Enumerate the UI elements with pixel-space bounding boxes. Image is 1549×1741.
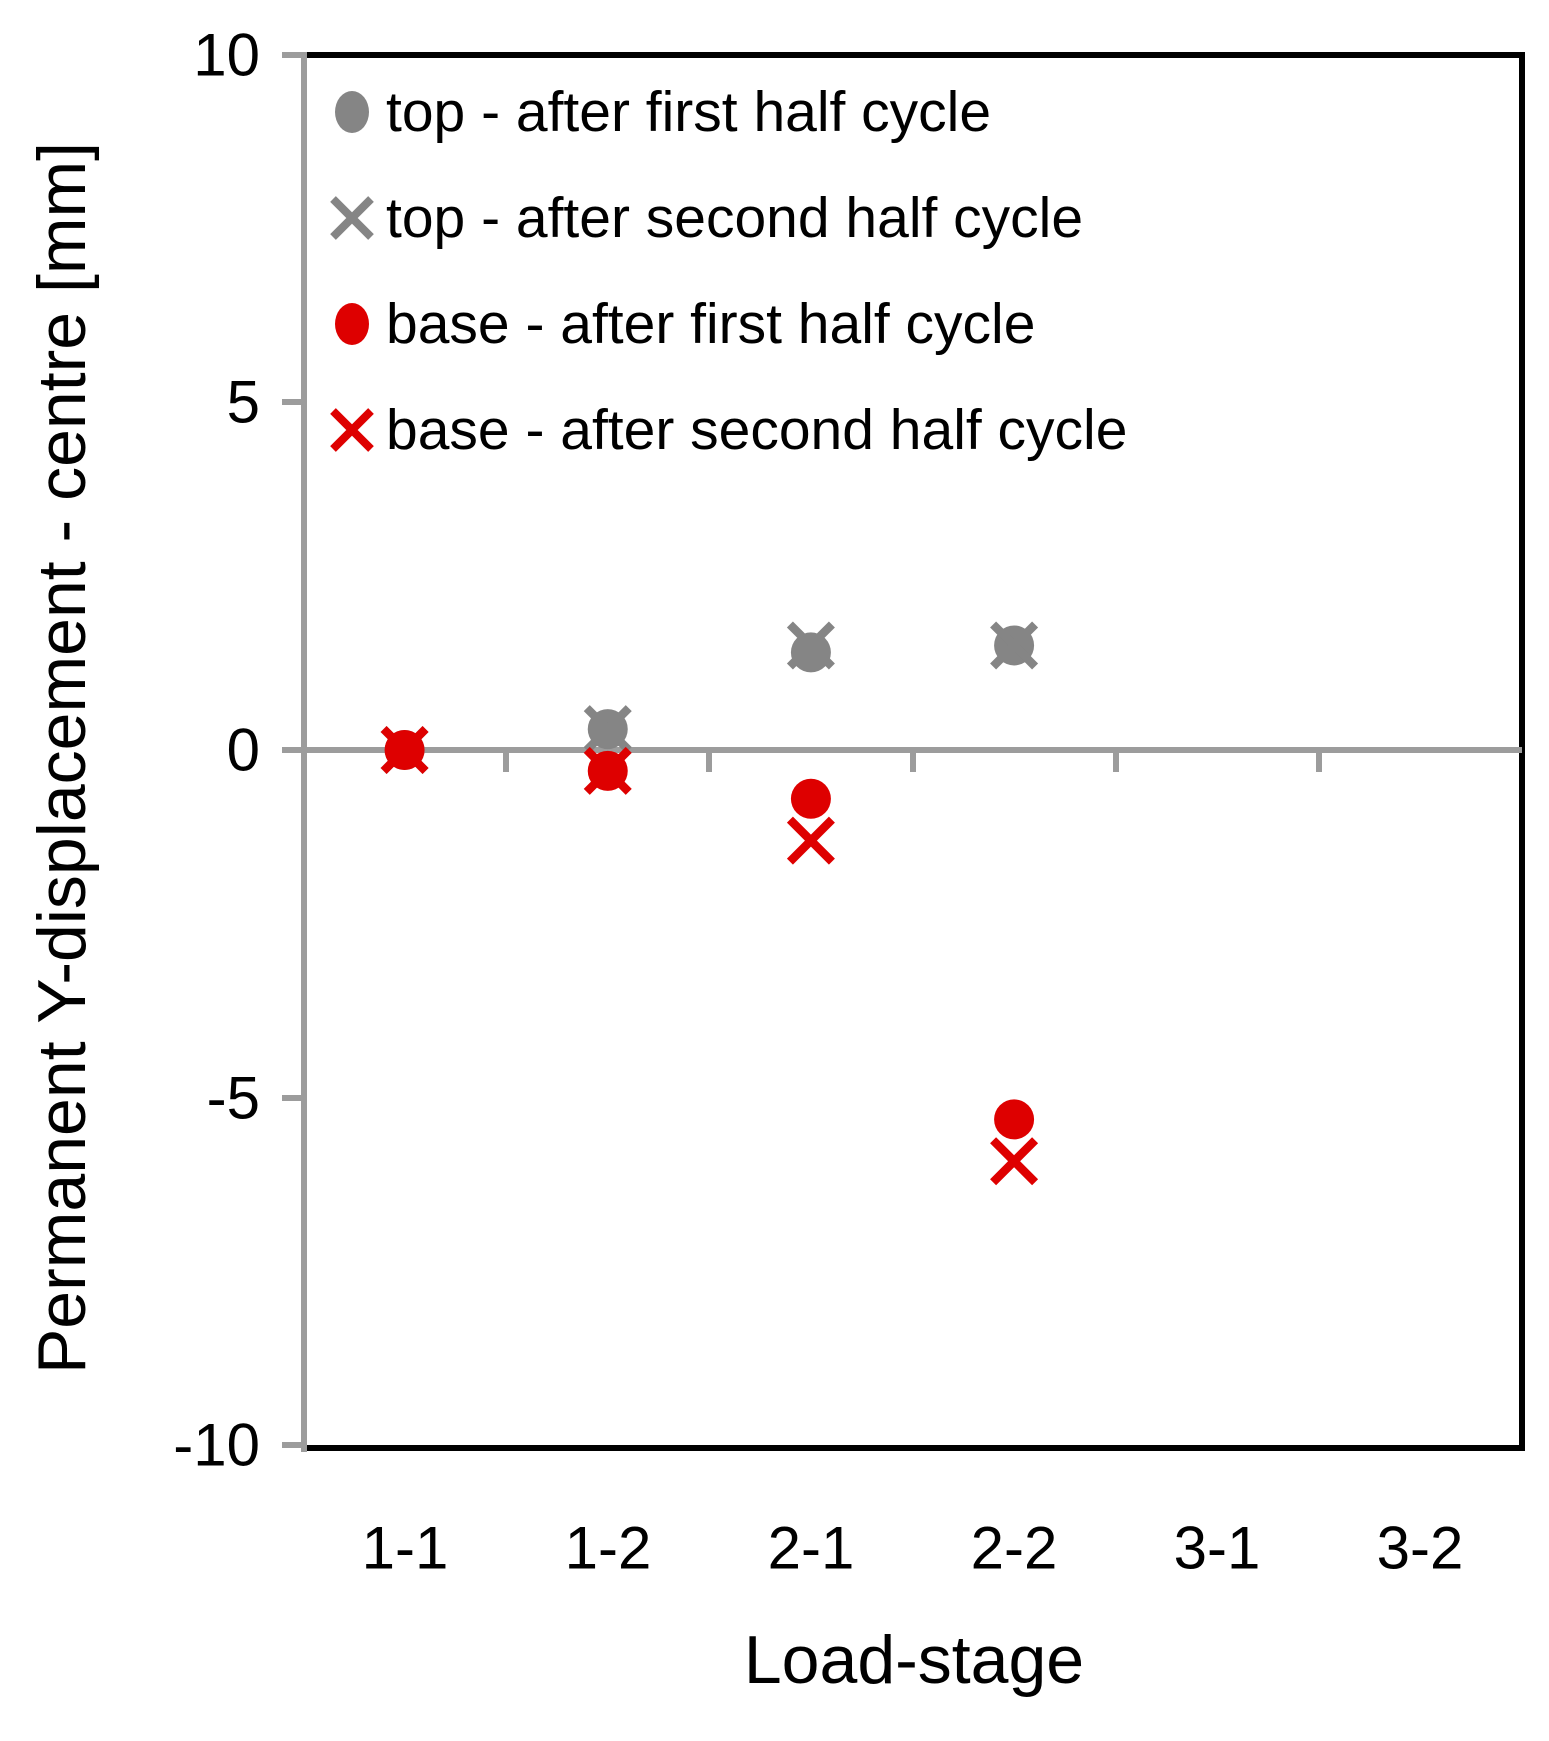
legend-x-marker-3 — [330, 408, 374, 452]
legend-label-base-first: base - after first half cycle — [386, 292, 1035, 356]
x-cat-label-3-2: 3-2 — [1377, 1515, 1464, 1582]
x-cat-label-1-2: 1-2 — [565, 1515, 652, 1582]
circle-marker-series2-2-1 — [790, 778, 831, 819]
y-tick-label-neg10: -10 — [173, 1412, 260, 1479]
legend-circle-marker-0 — [335, 91, 369, 133]
y-axis-title: Permanent Y-displacement - centre [mm] — [24, 142, 100, 1374]
y-tick-label-10: 10 — [193, 22, 260, 89]
legend-circle-marker-2 — [335, 303, 369, 345]
x-axis: 1-1 1-2 2-1 2-2 3-1 3-2 — [301, 747, 1522, 1582]
x-marker-series1-2-2 — [990, 621, 1039, 670]
y-tick-label-0: 0 — [227, 717, 260, 784]
legend: top - after first half cycle top - after… — [330, 80, 1127, 462]
x-marker-series3-1-2 — [583, 746, 632, 795]
legend-label-top-second: top - after second half cycle — [386, 186, 1083, 250]
x-cat-label-3-1: 3-1 — [1174, 1515, 1261, 1582]
x-axis-title: Load-stage — [744, 1622, 1084, 1698]
x-marker-series3-2-1 — [786, 816, 835, 865]
x-marker-series1-2-1 — [786, 621, 835, 670]
legend-label-base-second: base - after second half cycle — [386, 398, 1127, 462]
x-cat-label-2-2: 2-2 — [971, 1515, 1058, 1582]
legend-label-top-first: top - after first half cycle — [386, 80, 991, 144]
y-axis: 10 5 0 -5 -10 — [173, 22, 307, 1479]
y-tick-label-5: 5 — [227, 369, 260, 436]
circle-marker-series0-2-1 — [790, 632, 831, 673]
x-marker-series3-2-2 — [990, 1137, 1039, 1186]
x-marker-series1-1-2 — [583, 705, 632, 754]
x-cat-label-2-1: 2-1 — [768, 1515, 855, 1582]
x-marker-series3-1-1 — [380, 725, 429, 775]
y-tick-label-neg5: -5 — [207, 1065, 260, 1132]
circle-marker-series2-2-2 — [994, 1099, 1035, 1140]
legend-x-marker-1 — [330, 196, 374, 240]
x-cat-label-1-1: 1-1 — [362, 1515, 449, 1582]
legend-markers — [330, 91, 374, 452]
data-points — [380, 621, 1039, 1186]
